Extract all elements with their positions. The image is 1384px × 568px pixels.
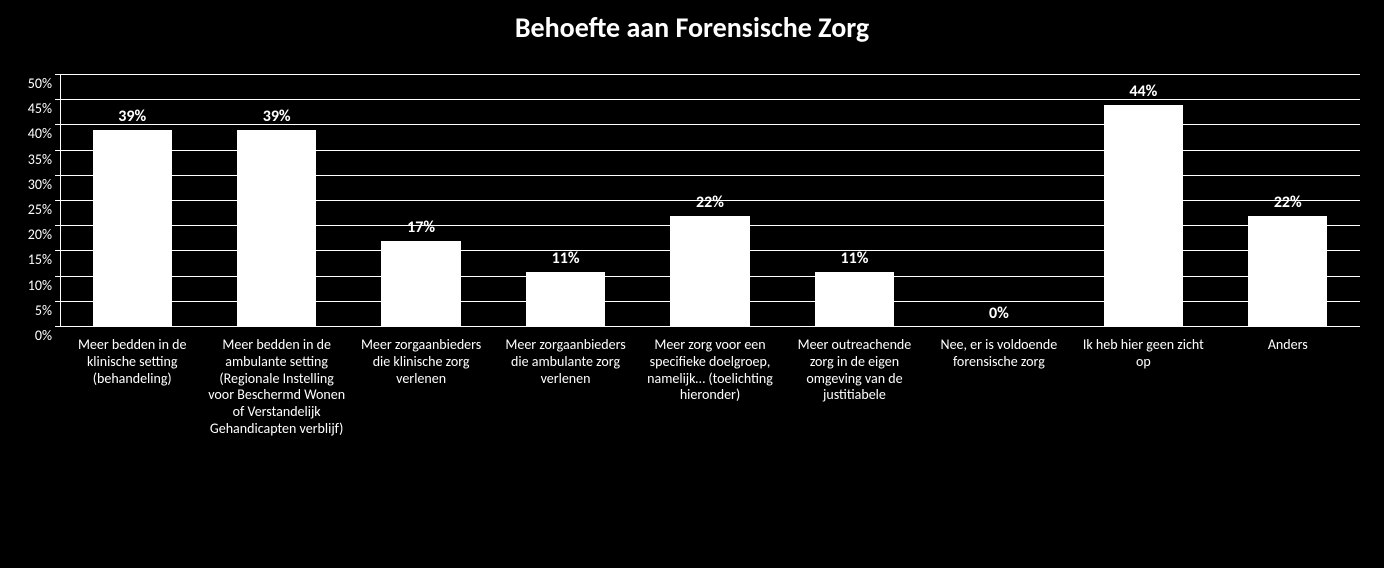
- bar: [1248, 216, 1327, 327]
- y-axis: [60, 75, 61, 327]
- bar: [815, 272, 894, 327]
- plot-area: 0%5%10%15%20%25%30%35%40%45%50%39%Meer b…: [60, 75, 1360, 327]
- bar: [381, 241, 460, 327]
- bar-value-label: 17%: [371, 218, 471, 237]
- x-category-label: Anders: [1219, 337, 1356, 354]
- bar-value-label: 22%: [1238, 193, 1338, 212]
- bar: [670, 216, 749, 327]
- forensic-care-needs-chart: Behoefte aan Forensische Zorg 0%5%10%15%…: [0, 0, 1384, 568]
- x-category-label: Meer outreachende zorg in de eigen omgev…: [786, 337, 923, 404]
- bar: [93, 130, 172, 327]
- bar: [526, 272, 605, 327]
- x-category-label: Ik heb hier geen zicht op: [1075, 337, 1212, 371]
- x-category-label: Meer zorgaanbieders die klinische zorg v…: [353, 337, 490, 387]
- chart-title: Behoefte aan Forensische Zorg: [0, 10, 1384, 45]
- bar: [237, 130, 316, 327]
- bar-value-label: 0%: [949, 304, 1049, 323]
- bar-value-label: 11%: [804, 249, 904, 268]
- bar-value-label: 39%: [227, 107, 327, 126]
- x-category-label: Meer zorg voor een specifieke doelgroep,…: [641, 337, 778, 404]
- x-category-label: Meer zorgaanbieders die ambulante zorg v…: [497, 337, 634, 387]
- bar-value-label: 44%: [1093, 82, 1193, 101]
- bar-value-label: 22%: [660, 193, 760, 212]
- x-category-label: Meer bedden in de klinische setting (beh…: [64, 337, 201, 387]
- bar-value-label: 11%: [516, 249, 616, 268]
- x-category-label: Nee, er is voldoende forensische zorg: [930, 337, 1067, 371]
- bar-value-label: 39%: [82, 107, 182, 126]
- bar: [1104, 105, 1183, 327]
- gridline: [60, 74, 1360, 75]
- x-category-label: Meer bedden in de ambulante setting (Reg…: [208, 337, 345, 438]
